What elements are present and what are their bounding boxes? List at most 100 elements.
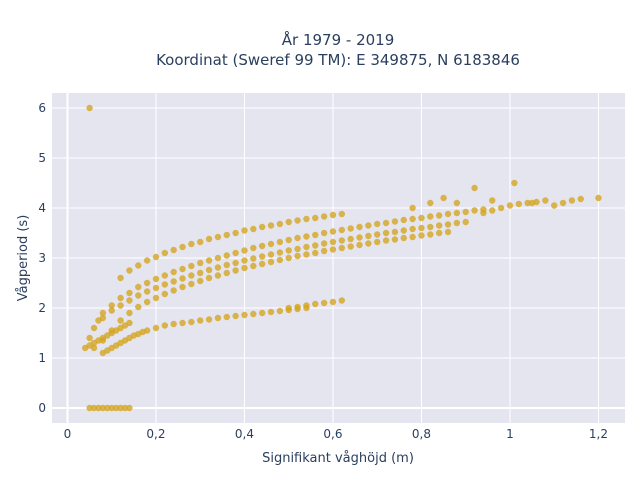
data-point — [152, 275, 160, 283]
data-point — [418, 232, 425, 239]
data-point — [232, 312, 239, 320]
data-point — [258, 253, 266, 260]
data-point — [294, 252, 301, 260]
data-point — [595, 194, 602, 202]
data-point — [232, 229, 239, 237]
data-point — [267, 222, 275, 229]
data-point — [152, 253, 160, 261]
data-point — [117, 317, 124, 324]
data-point — [223, 269, 230, 277]
data-point — [347, 225, 354, 232]
data-point — [409, 204, 416, 212]
data-point — [179, 265, 186, 273]
data-point — [320, 247, 328, 255]
data-points — [81, 104, 602, 412]
data-point — [356, 241, 363, 249]
data-point — [285, 236, 292, 244]
data-point — [99, 314, 107, 322]
data-point — [267, 240, 275, 248]
data-point — [214, 264, 222, 271]
x-tick-label: 0,6 — [323, 427, 342, 441]
data-point — [444, 221, 452, 228]
data-point — [117, 274, 124, 282]
data-point — [356, 223, 363, 231]
data-point — [205, 235, 213, 243]
data-point — [427, 223, 434, 231]
x-tick-label: 0,4 — [235, 427, 254, 441]
data-point — [391, 236, 399, 243]
data-point — [126, 267, 133, 274]
data-point — [400, 227, 407, 234]
data-point — [542, 197, 549, 204]
data-point — [276, 307, 284, 315]
data-point — [400, 234, 407, 242]
data-point — [143, 279, 151, 287]
data-point — [285, 218, 292, 226]
data-point — [506, 202, 514, 209]
data-point — [435, 229, 443, 237]
data-point — [462, 218, 469, 226]
data-point — [90, 404, 98, 412]
data-point — [152, 294, 160, 302]
data-point — [338, 237, 346, 244]
data-point — [250, 244, 257, 252]
data-point — [170, 287, 177, 294]
data-point — [320, 213, 328, 220]
data-point — [365, 222, 372, 229]
data-point — [197, 317, 204, 324]
data-point — [241, 311, 248, 319]
data-point — [453, 209, 461, 217]
data-point — [241, 257, 248, 264]
data-point — [170, 246, 177, 254]
data-point — [250, 255, 257, 262]
data-point — [179, 243, 186, 251]
data-point — [471, 207, 478, 214]
data-point — [338, 244, 346, 252]
data-point — [444, 228, 452, 236]
grid-lines — [52, 93, 625, 423]
data-point — [250, 225, 257, 233]
data-point — [427, 231, 434, 238]
data-point — [223, 313, 230, 321]
data-point — [214, 254, 222, 262]
data-point — [179, 275, 186, 282]
data-point — [453, 199, 461, 207]
data-point — [312, 242, 319, 249]
data-point — [250, 310, 257, 318]
data-point — [276, 238, 284, 246]
x-tick-label: 1 — [506, 427, 514, 441]
y-tick-label: 4 — [38, 201, 46, 215]
data-point — [320, 229, 328, 237]
data-point — [303, 251, 310, 258]
data-point — [329, 238, 337, 246]
data-point — [303, 302, 310, 309]
data-point — [294, 303, 301, 311]
data-point — [143, 327, 151, 334]
data-point — [214, 233, 222, 241]
data-point — [285, 304, 292, 312]
data-point — [188, 318, 195, 326]
data-point — [374, 238, 381, 246]
chart-title-line-1: År 1979 - 2019 — [282, 30, 395, 49]
data-point — [112, 404, 120, 412]
data-point — [356, 234, 363, 241]
x-tick-label: 0 — [64, 427, 72, 441]
data-point — [121, 404, 129, 412]
x-tick-labels: 0 0,2 0,4 0,6 0,8 1 1,2 — [64, 427, 608, 441]
data-point — [188, 262, 195, 270]
x-tick-label: 0,2 — [146, 427, 165, 441]
data-point — [99, 404, 107, 412]
data-point — [489, 197, 496, 204]
data-point — [117, 302, 124, 309]
data-point — [320, 299, 328, 307]
data-point — [161, 322, 169, 329]
x-tick-label: 1,2 — [589, 427, 608, 441]
data-point — [409, 233, 416, 241]
data-point — [276, 220, 284, 228]
data-point — [462, 208, 469, 216]
data-point — [161, 281, 169, 288]
data-point — [232, 249, 239, 257]
data-point — [86, 334, 93, 342]
data-point — [188, 280, 195, 288]
data-point — [427, 213, 434, 220]
